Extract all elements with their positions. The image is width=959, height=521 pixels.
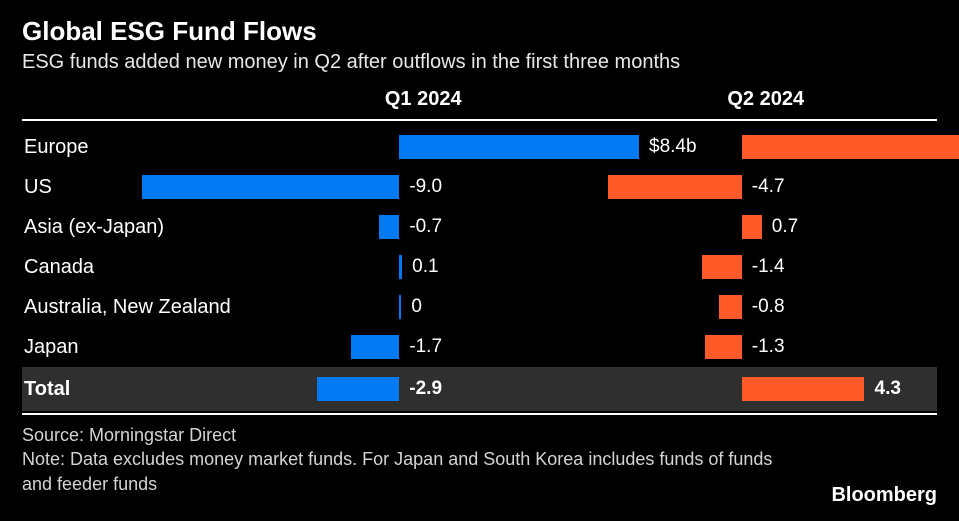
chart-area: Q1 2024 Q2 2024 Europe$8.4b$11.8bUS-9.0-…: [22, 88, 937, 415]
bar-cell: $8.4b: [252, 127, 595, 167]
bar-value-label: -0.7: [409, 216, 442, 238]
bar-cell: $11.8b: [595, 127, 938, 167]
bar-cell: -2.9: [252, 367, 595, 411]
table-row: Europe$8.4b$11.8b: [22, 127, 937, 167]
bar: [608, 175, 742, 199]
bar-cell: -4.7: [595, 167, 938, 207]
bar-cell: 0.1: [252, 247, 595, 287]
bar-cell: -0.8: [595, 287, 938, 327]
bar-value-label: -0.8: [752, 296, 785, 318]
bar-cell: -1.7: [252, 327, 595, 367]
bar-value-label: -1.4: [752, 256, 785, 278]
bar-value-label: 0.7: [772, 216, 798, 238]
bar: [742, 215, 762, 239]
table-row: Canada 0.1 -1.4: [22, 247, 937, 287]
bar-value-label: -9.0: [409, 176, 442, 198]
bar: [399, 255, 402, 279]
total-row: Total -2.9 4.3: [22, 367, 937, 411]
column-header-q2: Q2 2024: [595, 88, 938, 111]
bar: [742, 135, 959, 159]
note-line: Note: Data excludes money market funds. …: [22, 447, 782, 496]
column-headers: Q1 2024 Q2 2024: [22, 88, 937, 121]
chart-bottom-rule: [22, 413, 937, 415]
bar-value-label: 0.1: [412, 256, 438, 278]
bar-cell: 0: [252, 287, 595, 327]
bar-cell: -0.7: [252, 207, 595, 247]
table-row: Japan -1.7 -1.3: [22, 327, 937, 367]
bar: [317, 377, 400, 401]
bar-cell: 0.7: [595, 207, 938, 247]
bar-value-label: -2.9: [409, 378, 442, 400]
table-row: Asia (ex-Japan) -0.7 0.7: [22, 207, 937, 247]
bar-cell: -1.4: [595, 247, 938, 287]
chart-title: Global ESG Fund Flows: [22, 16, 937, 47]
source-line: Source: Morningstar Direct: [22, 423, 782, 447]
table-row: US-9.0-4.7: [22, 167, 937, 207]
bar: [351, 335, 400, 359]
row-label: Canada: [22, 256, 252, 279]
bar-cell: 4.3: [595, 367, 938, 411]
bar-cell: -1.3: [595, 327, 938, 367]
table-row: Australia, New Zealand 0 -0.8: [22, 287, 937, 327]
row-label: Europe: [22, 136, 252, 159]
column-header-q1: Q1 2024: [252, 88, 595, 111]
bar: [742, 377, 865, 401]
row-label: Japan: [22, 336, 252, 359]
bar-value-label: -1.3: [752, 336, 785, 358]
row-label: Total: [22, 378, 252, 401]
bar: [379, 215, 399, 239]
bar: [142, 175, 399, 199]
bar: [705, 335, 742, 359]
bar-value-label: 0: [411, 296, 422, 318]
bar: [702, 255, 742, 279]
bar-value-label: -4.7: [752, 176, 785, 198]
brand-label: Bloomberg: [831, 484, 937, 507]
row-label: Australia, New Zealand: [22, 296, 252, 319]
bar-cell: -9.0: [252, 167, 595, 207]
bar-value-label: 4.3: [875, 378, 901, 400]
chart-rows: Europe$8.4b$11.8bUS-9.0-4.7Asia (ex-Japa…: [22, 127, 937, 411]
bar: [719, 295, 742, 319]
bar: [399, 295, 401, 319]
chart-subtitle: ESG funds added new money in Q2 after ou…: [22, 51, 937, 74]
row-label: Asia (ex-Japan): [22, 216, 252, 239]
bar-value-label: -1.7: [409, 336, 442, 358]
